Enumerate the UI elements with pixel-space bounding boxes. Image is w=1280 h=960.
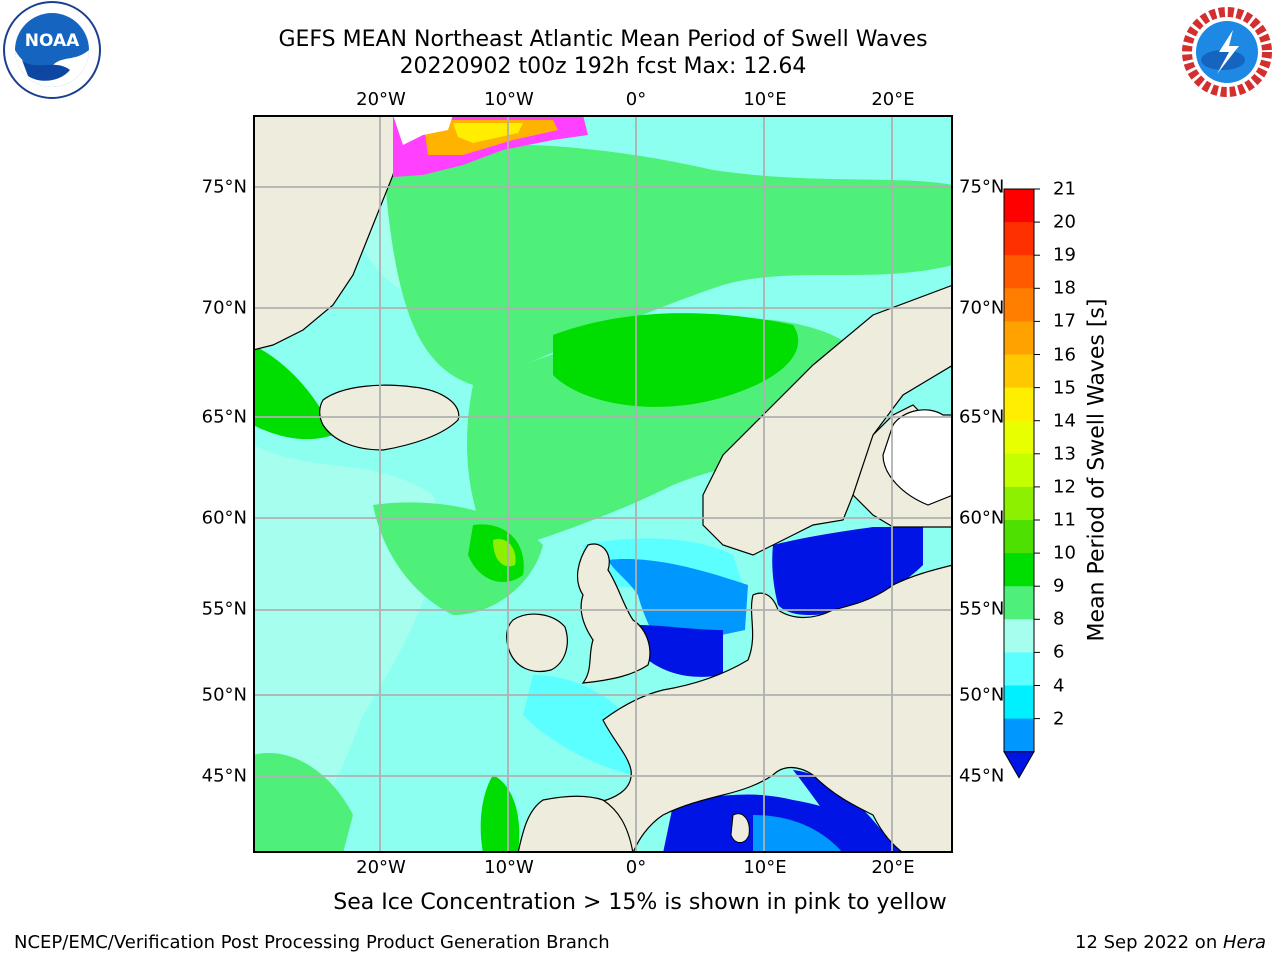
colorbar-tick-label: 18 <box>1053 277 1076 299</box>
chart-title: GEFS MEAN Northeast Atlantic Mean Period… <box>278 27 928 52</box>
colorbar-segment <box>1004 553 1034 587</box>
lon-label-bottom: 20°W <box>356 857 406 878</box>
lon-label-top: 0° <box>625 89 647 110</box>
lon-label-bottom: 20°E <box>871 857 915 878</box>
colorbar-segment <box>1004 718 1034 753</box>
lon-label-bottom: 10°W <box>484 857 534 878</box>
lat-label-left: 75°N <box>201 176 247 198</box>
lat-label-right: 50°N <box>959 684 1005 706</box>
lon-label-bottom: 0° <box>625 857 647 878</box>
colorbar-segment <box>1004 321 1034 355</box>
footer-credit: NCEP/EMC/Verification Post Processing Pr… <box>14 932 610 953</box>
colorbar-tick-label: 9 <box>1053 575 1065 597</box>
colorbar-label: Mean Period of Swell Waves [s] <box>1084 298 1110 642</box>
lon-label-top: 10°E <box>743 89 787 110</box>
footer-host: Hera <box>1222 932 1266 953</box>
colorbar-segment <box>1004 420 1034 455</box>
colorbar-tick-label: 10 <box>1053 542 1076 564</box>
colorbar-segment <box>1004 354 1034 389</box>
colorbar-segment <box>1004 619 1034 653</box>
colorbar-tick-label: 13 <box>1053 443 1076 465</box>
lat-label-left: 55°N <box>201 598 247 620</box>
colorbar-tick-label: 19 <box>1053 244 1076 266</box>
sea-ice-note: Sea Ice Concentration > 15% is shown in … <box>333 890 947 915</box>
colorbar-tick-label: 12 <box>1053 476 1076 498</box>
lat-label-right: 75°N <box>959 176 1005 198</box>
swell-period-map <box>253 115 953 853</box>
colorbar <box>1000 187 1050 791</box>
colorbar-segment <box>1004 685 1034 720</box>
lon-label-top: 20°E <box>871 89 915 110</box>
colorbar-tick-label: 2 <box>1053 708 1065 730</box>
colorbar-tick-label: 14 <box>1053 410 1076 432</box>
lat-label-left: 50°N <box>201 684 247 706</box>
graticule <box>253 115 953 853</box>
colorbar-tick-label: 20 <box>1053 211 1076 233</box>
colorbar-segment <box>1004 586 1034 620</box>
lat-label-left: 45°N <box>201 765 247 787</box>
lon-label-top: 10°W <box>484 89 534 110</box>
colorbar-tick-label: 6 <box>1053 641 1065 663</box>
colorbar-tick-label: 4 <box>1053 675 1065 696</box>
colorbar-segment <box>1004 520 1034 554</box>
noaa-logo: NOAA <box>0 0 104 108</box>
lat-label-right: 55°N <box>959 598 1005 620</box>
colorbar-tick-label: 8 <box>1053 608 1065 630</box>
nws-logo <box>1175 0 1280 109</box>
lat-label-right: 65°N <box>959 406 1005 428</box>
lat-label-left: 70°N <box>201 297 247 319</box>
colorbar-segment <box>1004 255 1034 289</box>
map-border <box>253 115 953 853</box>
footer-date: 12 Sep 2022 on Hera <box>1075 932 1266 953</box>
lon-label-bottom: 10°E <box>743 857 787 878</box>
noaa-logo-text: NOAA <box>25 31 80 51</box>
colorbar-tick-label: 16 <box>1053 344 1076 365</box>
colorbar-tick-label: 11 <box>1053 509 1076 531</box>
lat-label-right: 45°N <box>959 765 1005 787</box>
colorbar-segment <box>1004 486 1034 521</box>
colorbar-tick-label: 15 <box>1053 377 1076 399</box>
colorbar-segment <box>1004 453 1034 488</box>
lat-label-left: 60°N <box>201 507 247 529</box>
colorbar-segment <box>1004 652 1034 686</box>
colorbar-segment <box>1004 387 1034 422</box>
colorbar-extend-arrow <box>1003 751 1035 779</box>
colorbar-segment <box>1004 288 1034 322</box>
colorbar-segment <box>1004 189 1034 223</box>
colorbar-tick-label: 17 <box>1053 310 1076 332</box>
chart-subtitle: 20220902 t00z 192h fcst Max: 12.64 <box>399 54 807 79</box>
lat-label-right: 60°N <box>959 507 1005 529</box>
lat-label-right: 70°N <box>959 297 1005 319</box>
colorbar-tick-label: 21 <box>1053 178 1076 200</box>
lon-label-top: 20°W <box>356 89 406 110</box>
footer-date-text: 12 Sep 2022 on <box>1075 932 1223 953</box>
lat-label-left: 65°N <box>201 406 247 428</box>
colorbar-segment <box>1004 222 1034 256</box>
